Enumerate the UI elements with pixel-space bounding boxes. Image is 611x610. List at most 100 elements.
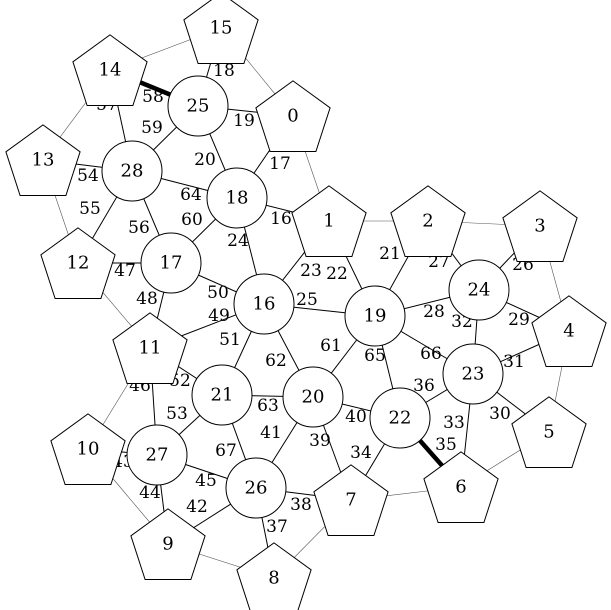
edge-label-50: 50 <box>207 283 229 303</box>
node-label-9: 9 <box>162 534 173 555</box>
node-label-8: 8 <box>268 568 279 589</box>
node-pentagon-shape <box>236 542 312 610</box>
node-6: 6 <box>423 451 499 523</box>
edge-label-55: 55 <box>79 199 101 219</box>
edge-label-45: 45 <box>195 471 217 491</box>
node-label-28: 28 <box>121 161 144 182</box>
node-label-10: 10 <box>77 439 100 460</box>
node-circle-shape <box>448 259 510 321</box>
node-circle-shape <box>369 387 431 449</box>
node-label-20: 20 <box>302 387 325 408</box>
node-label-7: 7 <box>345 490 356 511</box>
edge-label-41: 41 <box>260 423 282 443</box>
node-19: 19 <box>344 285 406 347</box>
node-pentagon-shape <box>40 227 116 299</box>
node-label-0: 0 <box>287 106 298 127</box>
edge-label-44: 44 <box>139 483 161 503</box>
edge-label-18: 18 <box>213 61 235 81</box>
node-21: 21 <box>191 364 253 426</box>
node-circle-shape <box>282 366 344 428</box>
node-8: 8 <box>236 542 312 610</box>
node-circle-shape <box>344 285 406 347</box>
edge-label-38: 38 <box>290 495 312 515</box>
node-5: 5 <box>511 396 587 468</box>
edge-label-21: 21 <box>379 244 401 264</box>
edge-label-47: 47 <box>114 261 136 281</box>
edge-label-35: 35 <box>435 435 457 455</box>
node-circle-shape <box>140 232 202 294</box>
edge-label-34: 34 <box>350 443 372 463</box>
node-label-1: 1 <box>323 211 334 232</box>
edge-label-19: 19 <box>233 111 255 131</box>
edge-label-42: 42 <box>186 497 208 517</box>
node-label-5: 5 <box>543 422 554 443</box>
node-circle-shape <box>126 424 188 486</box>
edge-label-66: 66 <box>420 344 442 364</box>
edge-label-23: 23 <box>300 261 322 281</box>
edge-label-29: 29 <box>508 310 530 330</box>
node-label-18: 18 <box>226 188 249 209</box>
node-label-13: 13 <box>32 150 55 171</box>
node-pentagon-shape <box>390 185 466 257</box>
node-pentagon-shape <box>255 80 331 152</box>
node-label-4: 4 <box>563 321 574 342</box>
node-label-2: 2 <box>422 211 433 232</box>
node-pentagon-shape <box>130 508 206 580</box>
edge-label-20: 20 <box>194 150 216 170</box>
node-22: 22 <box>369 387 431 449</box>
node-label-26: 26 <box>245 478 268 499</box>
node-1: 1 <box>291 185 367 257</box>
node-25: 25 <box>167 75 229 137</box>
edge-label-37: 37 <box>266 517 288 537</box>
node-pentagon-shape <box>423 451 499 523</box>
node-10: 10 <box>50 413 126 485</box>
node-circle-shape <box>442 343 504 405</box>
edge-label-56: 56 <box>128 218 150 238</box>
node-16: 16 <box>233 273 295 335</box>
node-label-11: 11 <box>139 338 162 359</box>
node-circle-shape <box>167 75 229 137</box>
node-circle-shape <box>233 273 295 335</box>
node-pentagon-shape <box>291 185 367 257</box>
nodes-layer: 01 2 3456789101112131415161718192021222324… <box>5 0 607 610</box>
node-circle-shape <box>191 364 253 426</box>
node-circle-shape <box>206 167 268 229</box>
node-13: 13 <box>5 124 81 196</box>
node-pentagon-shape <box>112 312 188 384</box>
node-label-25: 25 <box>187 96 210 117</box>
node-3: 3 <box>502 190 578 262</box>
node-label-21: 21 <box>211 385 234 406</box>
node-24: 24 <box>448 259 510 321</box>
node-23: 23 <box>442 343 504 405</box>
edge-label-28: 28 <box>423 302 445 322</box>
edge-label-24: 24 <box>227 231 249 251</box>
node-28: 28 <box>101 140 163 202</box>
node-label-27: 27 <box>146 445 169 466</box>
node-circle-shape <box>101 140 163 202</box>
edge-label-25: 25 <box>296 290 318 310</box>
edge-label-53: 53 <box>166 404 188 424</box>
node-label-3: 3 <box>534 216 545 237</box>
node-label-15: 15 <box>210 18 233 39</box>
node-7: 7 <box>313 464 389 536</box>
edge-label-36: 36 <box>413 376 435 396</box>
node-18: 18 <box>206 167 268 229</box>
edge-label-54: 54 <box>77 166 99 186</box>
node-label-12: 12 <box>67 253 90 274</box>
edge-label-67: 67 <box>215 441 237 461</box>
edge-label-61: 61 <box>320 336 342 356</box>
node-label-23: 23 <box>462 364 485 385</box>
edge-label-63: 63 <box>257 396 279 416</box>
node-0: 0 <box>255 80 331 152</box>
node-pentagon-shape <box>531 295 607 367</box>
node-pentagon-shape <box>5 124 81 196</box>
edge-label-22: 22 <box>326 264 348 284</box>
edge-label-51: 51 <box>219 330 241 350</box>
node-pentagon-shape <box>50 413 126 485</box>
node-pentagon-shape <box>313 464 389 536</box>
node-4: 4 <box>531 295 607 367</box>
node-label-16: 16 <box>253 294 276 315</box>
edge-label-59: 59 <box>141 118 163 138</box>
node-14: 14 <box>72 34 148 106</box>
